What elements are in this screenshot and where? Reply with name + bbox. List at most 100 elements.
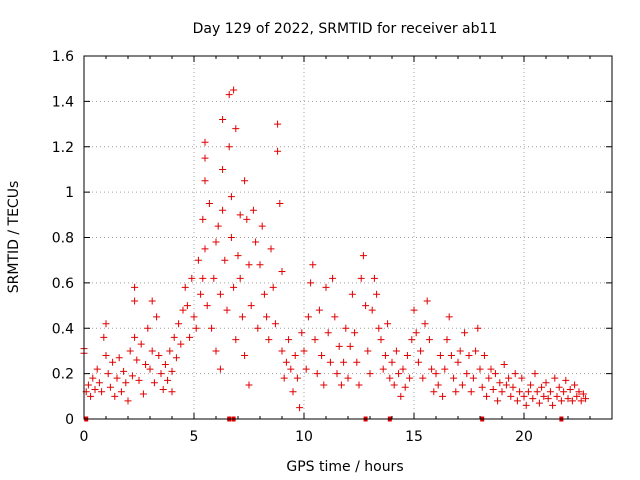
data-point	[150, 379, 158, 387]
data-point	[219, 165, 227, 173]
data-point	[168, 367, 176, 375]
data-point	[359, 252, 367, 260]
data-point	[362, 302, 370, 310]
data-point	[520, 392, 528, 400]
data-point	[186, 333, 194, 341]
data-point	[318, 351, 326, 359]
data-point	[447, 351, 455, 359]
data-point	[375, 324, 383, 332]
data-point	[230, 283, 238, 291]
data-point	[392, 347, 400, 355]
data-point	[384, 320, 392, 328]
data-point	[421, 320, 429, 328]
data-point	[109, 358, 117, 366]
data-point	[498, 388, 506, 396]
data-points	[80, 86, 590, 422]
data-point	[555, 383, 563, 391]
data-point	[408, 336, 416, 344]
data-point	[348, 290, 356, 298]
data-point	[117, 388, 125, 396]
data-point	[115, 354, 123, 362]
data-point	[278, 268, 286, 276]
data-point	[148, 297, 156, 305]
data-point	[291, 351, 299, 359]
data-point	[329, 274, 337, 282]
y-tick-label: 0.4	[52, 321, 74, 337]
data-point	[157, 370, 165, 378]
y-tick-label: 1.6	[52, 49, 74, 65]
x-tick-label: 5	[190, 429, 199, 445]
data-point	[355, 381, 363, 389]
data-point	[199, 274, 207, 282]
data-point	[557, 397, 565, 405]
data-point	[333, 370, 341, 378]
data-point	[386, 374, 394, 382]
data-point	[232, 125, 240, 133]
data-point	[500, 361, 508, 369]
data-point	[256, 261, 264, 269]
data-point	[368, 306, 376, 314]
data-point	[236, 274, 244, 282]
data-point	[212, 238, 220, 246]
data-point	[302, 365, 310, 373]
data-point	[395, 370, 403, 378]
data-point	[370, 274, 378, 282]
data-point	[102, 320, 110, 328]
data-point	[546, 388, 554, 396]
data-point	[282, 358, 290, 366]
data-point	[575, 388, 583, 396]
data-point	[505, 374, 513, 382]
data-point	[337, 381, 345, 389]
data-point	[98, 388, 106, 396]
data-point	[351, 329, 359, 337]
data-point	[313, 370, 321, 378]
data-point	[423, 297, 431, 305]
data-point	[131, 333, 139, 341]
data-point	[234, 252, 242, 260]
data-point	[293, 374, 301, 382]
data-point	[245, 261, 253, 269]
data-point	[357, 274, 365, 282]
data-point	[535, 399, 543, 407]
data-point	[397, 392, 405, 400]
data-point	[364, 347, 372, 355]
data-point	[553, 392, 561, 400]
data-point	[219, 116, 227, 124]
data-point	[524, 388, 532, 396]
data-point	[560, 388, 568, 396]
y-tick-label: 0.6	[52, 276, 74, 292]
data-point	[509, 383, 517, 391]
data-point	[476, 365, 484, 373]
data-point	[104, 370, 112, 378]
data-point	[210, 274, 218, 282]
data-point	[278, 347, 286, 355]
data-point	[227, 234, 235, 241]
data-point	[227, 193, 235, 201]
data-point	[463, 370, 471, 378]
data-point	[168, 388, 176, 396]
data-point	[406, 374, 414, 382]
data-point	[467, 388, 475, 396]
y-tick-label: 0.2	[52, 367, 74, 383]
data-point	[454, 358, 462, 366]
data-point	[289, 388, 297, 396]
data-point	[100, 333, 108, 341]
data-point	[285, 336, 293, 344]
data-point	[452, 388, 460, 396]
data-point	[412, 329, 420, 337]
data-point	[153, 313, 161, 321]
data-point	[122, 379, 130, 387]
data-point	[494, 397, 502, 405]
data-point	[296, 404, 304, 412]
data-point	[201, 245, 209, 253]
data-point	[120, 367, 128, 375]
data-point	[322, 283, 330, 291]
y-tick-label: 1.4	[52, 94, 74, 110]
data-point	[399, 365, 407, 373]
data-point	[480, 351, 488, 359]
data-point	[201, 177, 209, 185]
data-point	[342, 324, 350, 332]
data-point	[568, 397, 576, 405]
data-point	[274, 120, 282, 128]
